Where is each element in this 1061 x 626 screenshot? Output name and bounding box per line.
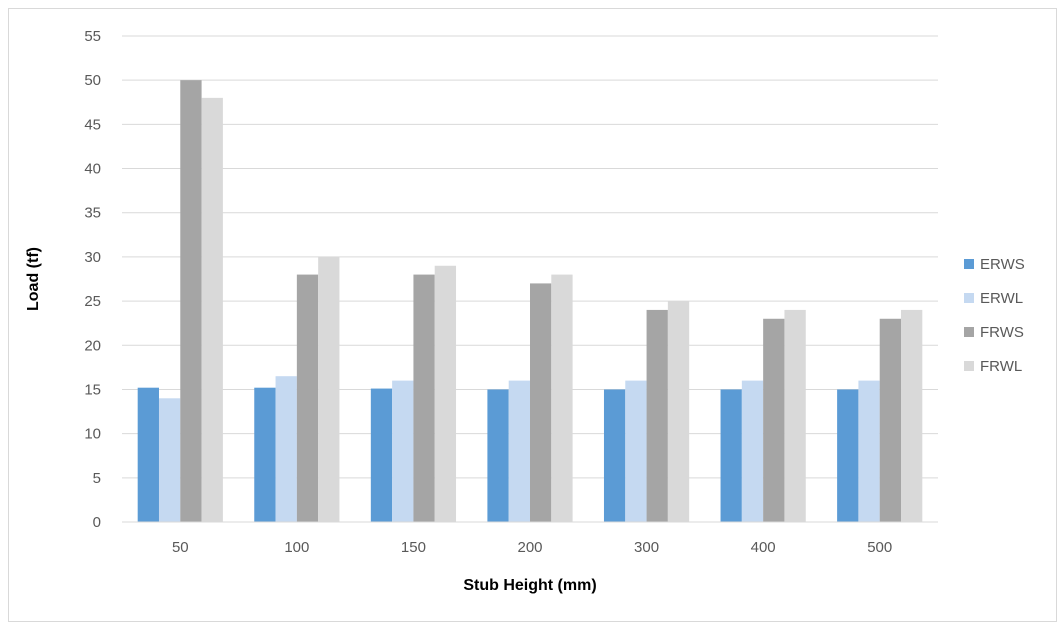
bar-erwl-200: [508, 380, 530, 522]
y-tick-label: 55: [84, 28, 101, 45]
bar-frwl-200: [551, 274, 573, 522]
bar-erwl-400: [741, 380, 764, 522]
bar-erws-100: [254, 387, 276, 522]
x-tick-label: 500: [867, 539, 892, 556]
bar-erwl-50: [158, 398, 181, 522]
bar-erws-50: [137, 387, 159, 522]
y-tick-label: 35: [84, 205, 101, 222]
bar-frws-500: [879, 318, 902, 522]
legend-swatch-frws: [964, 327, 974, 337]
bar-frws-400: [763, 318, 785, 522]
bar-frwl-300: [667, 301, 690, 522]
bar-frwl-150: [434, 265, 457, 522]
y-tick-label: 10: [84, 426, 101, 443]
y-tick-label: 45: [84, 116, 101, 133]
x-axis-title: Stub Height (mm): [463, 577, 596, 594]
legend-label-frws: FRWS: [980, 324, 1024, 341]
bars: [137, 80, 923, 522]
y-tick-label: 50: [84, 72, 101, 89]
bar-erws-150: [370, 388, 393, 522]
x-axis-ticks: 50 100 150 200 300 400 500: [172, 539, 892, 556]
x-tick-label: 100: [284, 539, 309, 556]
y-tick-label: 40: [84, 161, 101, 178]
legend: ERWS ERWL FRWS FRWL: [964, 256, 1025, 375]
x-tick-label: 50: [172, 539, 189, 556]
y-axis-title: Load (tf): [25, 247, 42, 311]
y-tick-label: 5: [93, 470, 101, 487]
legend-label-frwl: FRWL: [980, 358, 1022, 375]
x-tick-label: 200: [517, 539, 542, 556]
y-tick-label: 25: [84, 293, 101, 310]
x-tick-label: 400: [751, 539, 776, 556]
legend-label-erwl: ERWL: [980, 290, 1023, 307]
y-tick-label: 20: [84, 337, 101, 354]
bar-erws-200: [487, 389, 509, 522]
legend-swatch-erwl: [964, 293, 974, 303]
x-tick-label: 300: [634, 539, 659, 556]
bar-erws-400: [720, 389, 742, 522]
x-tick-label: 150: [401, 539, 426, 556]
bar-erwl-500: [858, 380, 880, 522]
y-tick-label: 15: [84, 381, 101, 398]
bar-frwl-500: [901, 309, 923, 522]
bar-erwl-300: [625, 380, 647, 522]
y-tick-label: 30: [84, 249, 101, 266]
y-axis-ticks: 0 5 10 15 20 25 30 35 40 45 50 55: [84, 28, 101, 531]
bar-erwl-150: [392, 380, 414, 522]
bar-erws-500: [837, 389, 859, 522]
bar-erws-300: [603, 389, 626, 522]
bar-erwl-100: [275, 376, 297, 522]
bar-frws-100: [296, 274, 319, 522]
legend-swatch-erws: [964, 259, 974, 269]
bar-frws-150: [413, 274, 435, 522]
legend-label-erws: ERWS: [980, 256, 1025, 273]
bar-frwl-100: [318, 256, 340, 522]
legend-swatch-frwl: [964, 361, 974, 371]
bar-frwl-50: [201, 97, 223, 522]
bar-frws-200: [530, 283, 552, 522]
bar-frws-300: [646, 309, 668, 522]
bar-frwl-400: [784, 309, 806, 522]
y-tick-label: 0: [93, 514, 101, 531]
bar-frws-50: [180, 80, 202, 522]
